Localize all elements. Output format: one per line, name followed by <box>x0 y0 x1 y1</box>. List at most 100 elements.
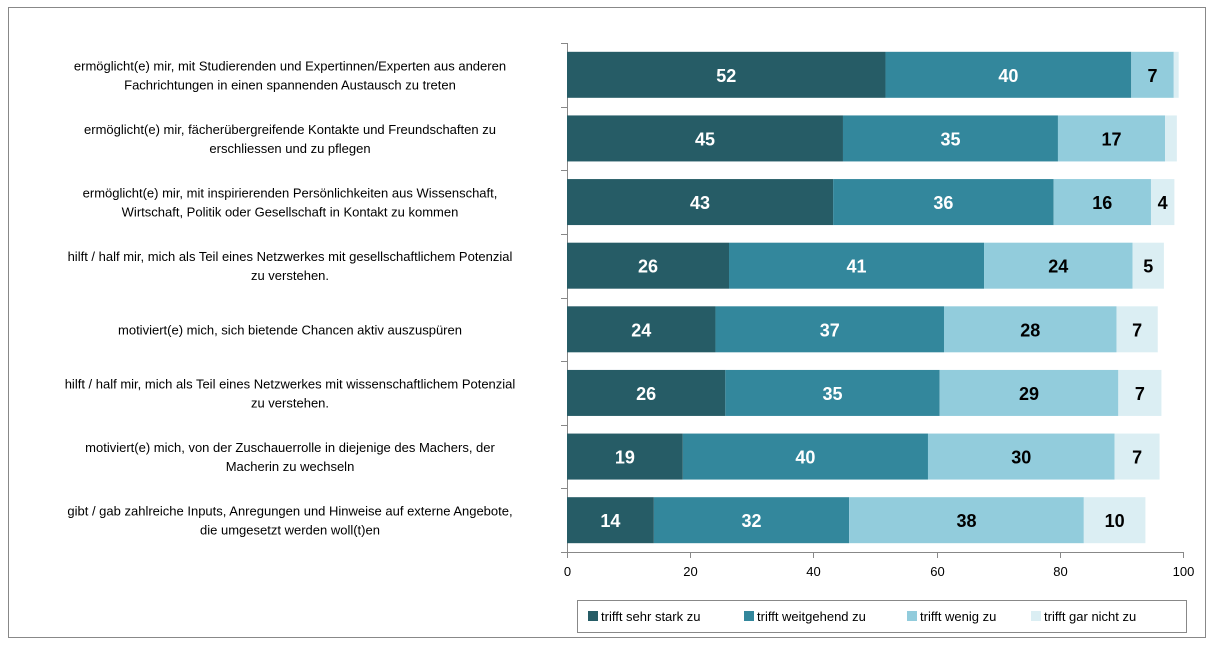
category-label: hilft / half mir, mich als Teil eines Ne… <box>65 376 516 410</box>
category-label: ermöglicht(e) mir, mit inspirierenden Pe… <box>83 186 498 220</box>
category-label-line: motiviert(e) mich, von der Zuschauerroll… <box>85 440 495 455</box>
data-label: 5 <box>1143 257 1153 277</box>
bar-segment <box>849 497 1084 544</box>
category-label-line: ermöglicht(e) mir, fächerübergreifende K… <box>84 122 496 137</box>
bar-segment <box>1173 51 1179 98</box>
category-label: motiviert(e) mich, von der Zuschauerroll… <box>85 440 495 474</box>
bar-segment <box>885 51 1132 98</box>
category-label: motiviert(e) mich, sich bietende Chancen… <box>118 322 462 337</box>
x-tick-label: 0 <box>564 564 571 579</box>
bar-segment <box>939 369 1119 416</box>
category-label: ermöglicht(e) mir, mit Studierenden und … <box>74 58 506 92</box>
legend-label: trifft sehr stark zu <box>601 609 700 624</box>
data-label: 26 <box>636 384 656 404</box>
bar-segment <box>567 369 726 416</box>
data-label: 35 <box>822 384 842 404</box>
data-label: 36 <box>933 193 953 213</box>
data-label: 17 <box>1102 129 1122 149</box>
category-label: hilft / half mir, mich als Teil eines Ne… <box>68 249 513 283</box>
data-label: 35 <box>940 129 960 149</box>
x-tick-label: 60 <box>930 564 944 579</box>
bar-segment <box>984 242 1133 289</box>
data-label: 45 <box>695 129 715 149</box>
category-label-line: gibt / gab zahlreiche Inputs, Anregungen… <box>67 504 512 519</box>
category-label-line: ermöglicht(e) mir, mit inspirierenden Pe… <box>83 186 498 201</box>
bar-segment <box>729 242 985 289</box>
data-label: 38 <box>956 511 976 531</box>
category-label: gibt / gab zahlreiche Inputs, Anregungen… <box>67 504 512 538</box>
data-label: 30 <box>1011 448 1031 468</box>
bar-segment <box>567 242 730 289</box>
data-label: 52 <box>716 66 736 86</box>
category-label-line: erschliessen und zu pflegen <box>209 141 370 156</box>
bar-segment <box>567 433 683 480</box>
data-label: 28 <box>1020 320 1040 340</box>
x-tick-label: 20 <box>683 564 697 579</box>
bar-segment <box>1114 433 1160 480</box>
bar-segment <box>567 115 843 162</box>
bar-segment <box>927 433 1115 480</box>
category-label-line: hilft / half mir, mich als Teil eines Ne… <box>68 249 513 264</box>
category-label-line: hilft / half mir, mich als Teil eines Ne… <box>65 376 516 391</box>
legend-swatch <box>744 611 754 621</box>
category-label-line: Macherin zu wechseln <box>226 459 355 474</box>
data-label: 10 <box>1105 511 1125 531</box>
data-label: 29 <box>1019 384 1039 404</box>
bar-segment <box>943 306 1117 353</box>
data-label: 37 <box>820 320 840 340</box>
chart-border <box>8 7 1206 638</box>
legend-label: trifft weitgehend zu <box>757 609 866 624</box>
data-label: 14 <box>600 511 620 531</box>
category-label-line: motiviert(e) mich, sich bietende Chancen… <box>118 322 462 337</box>
bar-segment <box>715 306 944 353</box>
bar-segment <box>682 433 928 480</box>
x-tick-label: 100 <box>1173 564 1195 579</box>
bar-segment <box>1132 242 1164 289</box>
category-label-line: zu verstehen. <box>251 268 329 283</box>
category-label-line: Fachrichtungen in einen spannenden Austa… <box>124 77 456 92</box>
category-label-line: ermöglicht(e) mir, mit Studierenden und … <box>74 58 506 73</box>
data-label: 26 <box>638 257 658 277</box>
data-label: 24 <box>631 320 651 340</box>
bar-segment <box>567 497 654 544</box>
bar-segment <box>1083 497 1146 544</box>
legend-swatch <box>1031 611 1041 621</box>
data-label: 16 <box>1092 193 1112 213</box>
legend-box <box>577 600 1187 633</box>
bar-segment <box>567 306 716 353</box>
bar-segment <box>653 497 850 544</box>
data-label: 43 <box>690 193 710 213</box>
data-label: 41 <box>847 257 867 277</box>
category-label: ermöglicht(e) mir, fächerübergreifende K… <box>84 122 496 156</box>
bar-segment <box>1118 369 1162 416</box>
bar-segment <box>1165 115 1177 162</box>
data-label: 40 <box>998 66 1018 86</box>
legend-swatch <box>588 611 598 621</box>
data-label: 7 <box>1132 320 1142 340</box>
data-label: 40 <box>795 448 815 468</box>
bar-segment <box>725 369 940 416</box>
legend-label: trifft gar nicht zu <box>1044 609 1136 624</box>
category-label-line: zu verstehen. <box>251 395 329 410</box>
bar-segment <box>1131 51 1174 98</box>
data-label: 7 <box>1148 66 1158 86</box>
bar-segment <box>567 179 834 226</box>
data-label: 7 <box>1132 448 1142 468</box>
data-label: 32 <box>741 511 761 531</box>
bar-segment <box>1150 179 1175 226</box>
bar-segment <box>567 51 886 98</box>
bar-segment <box>1116 306 1158 353</box>
legend-label: trifft wenig zu <box>920 609 996 624</box>
category-label-line: die umgesetzt werden woll(t)en <box>200 523 380 538</box>
x-tick-label: 40 <box>806 564 820 579</box>
data-label: 19 <box>615 448 635 468</box>
bar-segment <box>1053 179 1151 226</box>
data-label: 4 <box>1158 193 1168 213</box>
bar-segment <box>842 115 1058 162</box>
legend-swatch <box>907 611 917 621</box>
data-label: 7 <box>1135 384 1145 404</box>
x-tick-label: 80 <box>1053 564 1067 579</box>
bar-segment <box>833 179 1054 226</box>
